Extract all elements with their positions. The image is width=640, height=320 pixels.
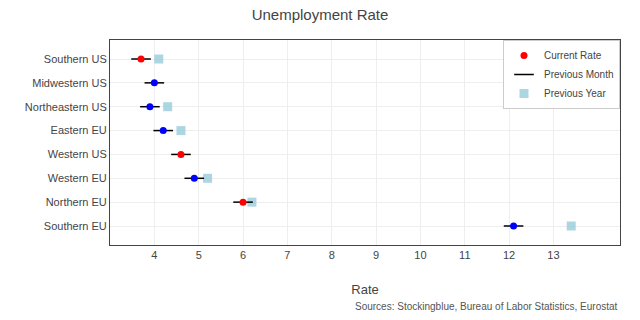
svg-text:6: 6 [240,249,246,261]
svg-text:8: 8 [329,249,335,261]
svg-text:Sources: Stockingblue, Bureau: Sources: Stockingblue, Bureau of Labor S… [355,301,618,312]
svg-text:11: 11 [459,249,470,261]
svg-text:Northern EU: Northern EU [46,196,107,208]
svg-text:Western US: Western US [48,148,107,160]
svg-text:Midwestern US: Midwestern US [32,77,107,89]
svg-text:12: 12 [503,249,515,261]
svg-text:Western EU: Western EU [48,172,107,184]
svg-text:Previous Month: Previous Month [544,69,613,80]
svg-text:Southern EU: Southern EU [44,220,107,232]
svg-text:Unemployment Rate: Unemployment Rate [252,6,389,23]
svg-text:10: 10 [414,249,426,261]
svg-text:Previous Year: Previous Year [544,88,606,99]
svg-text:Eastern EU: Eastern EU [51,124,107,136]
svg-text:Southern US: Southern US [44,53,107,65]
svg-text:7: 7 [284,249,290,261]
svg-text:Rate: Rate [351,282,378,297]
svg-text:13: 13 [547,249,559,261]
svg-text:4: 4 [151,249,157,261]
svg-text:Current Rate: Current Rate [544,50,602,61]
svg-text:Northeastern US: Northeastern US [25,101,107,113]
svg-text:5: 5 [196,249,202,261]
svg-text:9: 9 [373,249,379,261]
